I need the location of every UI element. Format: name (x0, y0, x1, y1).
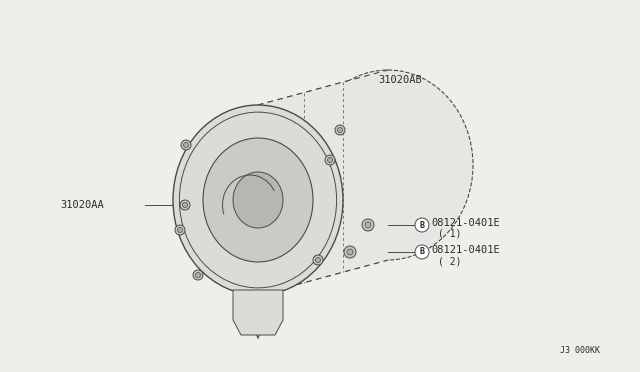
Ellipse shape (233, 172, 283, 228)
Circle shape (195, 273, 200, 278)
Ellipse shape (173, 105, 343, 295)
Circle shape (328, 157, 333, 163)
Circle shape (182, 202, 188, 208)
Circle shape (415, 218, 429, 232)
Circle shape (362, 219, 374, 231)
Polygon shape (233, 290, 283, 335)
Circle shape (193, 270, 203, 280)
Ellipse shape (303, 70, 473, 260)
Text: ( 2): ( 2) (438, 256, 461, 266)
Polygon shape (258, 70, 388, 295)
Circle shape (184, 142, 189, 148)
Circle shape (344, 246, 356, 258)
Ellipse shape (203, 138, 313, 262)
Circle shape (335, 125, 345, 135)
Text: 08121-0401E: 08121-0401E (431, 245, 500, 255)
Text: B: B (419, 221, 424, 230)
Circle shape (365, 222, 371, 228)
Circle shape (347, 249, 353, 255)
Text: 08121-0401E: 08121-0401E (431, 218, 500, 228)
Circle shape (180, 200, 190, 210)
Circle shape (337, 128, 342, 132)
Text: 31020AB: 31020AB (378, 75, 422, 85)
Circle shape (325, 155, 335, 165)
Text: J3 000KK: J3 000KK (560, 346, 600, 355)
Circle shape (175, 225, 185, 235)
Circle shape (177, 228, 182, 232)
Text: ( 1): ( 1) (438, 229, 461, 239)
Circle shape (181, 140, 191, 150)
Text: 31020AA: 31020AA (60, 200, 104, 210)
Ellipse shape (179, 112, 337, 288)
Circle shape (415, 245, 429, 259)
Circle shape (313, 255, 323, 265)
Text: B: B (419, 247, 424, 257)
Circle shape (316, 257, 321, 263)
